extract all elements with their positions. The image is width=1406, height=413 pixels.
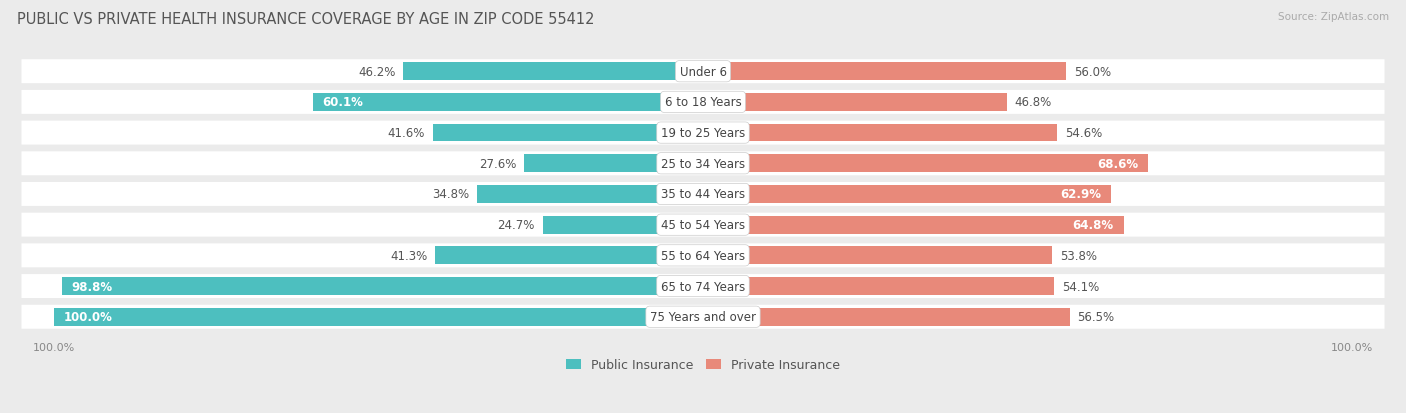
Text: 53.8%: 53.8% [1060, 249, 1097, 262]
Text: 54.1%: 54.1% [1062, 280, 1099, 293]
FancyBboxPatch shape [21, 183, 1385, 206]
Bar [703, 63, 1067, 81]
Text: 56.5%: 56.5% [1077, 311, 1115, 323]
Text: 54.6%: 54.6% [1066, 127, 1102, 140]
Bar [433, 124, 703, 142]
FancyBboxPatch shape [21, 60, 1385, 84]
FancyBboxPatch shape [21, 305, 1385, 329]
Bar [434, 247, 703, 265]
Bar [703, 94, 1007, 112]
Bar [53, 308, 703, 326]
Bar [62, 278, 703, 295]
Text: 24.7%: 24.7% [498, 218, 534, 232]
Text: 46.2%: 46.2% [359, 66, 395, 78]
FancyBboxPatch shape [21, 121, 1385, 145]
Text: 62.9%: 62.9% [1060, 188, 1101, 201]
Text: 100.0%: 100.0% [63, 311, 112, 323]
FancyBboxPatch shape [21, 91, 1385, 114]
Bar [404, 63, 703, 81]
Bar [524, 155, 703, 173]
Text: 35 to 44 Years: 35 to 44 Years [661, 188, 745, 201]
Text: 6 to 18 Years: 6 to 18 Years [665, 96, 741, 109]
Text: 27.6%: 27.6% [478, 157, 516, 171]
Text: 46.8%: 46.8% [1015, 96, 1052, 109]
Legend: Public Insurance, Private Insurance: Public Insurance, Private Insurance [561, 353, 845, 376]
FancyBboxPatch shape [21, 244, 1385, 268]
Bar [703, 247, 1052, 265]
Text: PUBLIC VS PRIVATE HEALTH INSURANCE COVERAGE BY AGE IN ZIP CODE 55412: PUBLIC VS PRIVATE HEALTH INSURANCE COVER… [17, 12, 595, 27]
Bar [543, 216, 703, 234]
FancyBboxPatch shape [21, 274, 1385, 298]
Text: 68.6%: 68.6% [1098, 157, 1139, 171]
FancyBboxPatch shape [21, 213, 1385, 237]
Bar [703, 124, 1057, 142]
Text: 56.0%: 56.0% [1074, 66, 1111, 78]
Text: 55 to 64 Years: 55 to 64 Years [661, 249, 745, 262]
Text: 25 to 34 Years: 25 to 34 Years [661, 157, 745, 171]
Text: 45 to 54 Years: 45 to 54 Years [661, 218, 745, 232]
Text: 65 to 74 Years: 65 to 74 Years [661, 280, 745, 293]
Bar [703, 155, 1149, 173]
Text: 64.8%: 64.8% [1073, 218, 1114, 232]
Text: 75 Years and over: 75 Years and over [650, 311, 756, 323]
Text: 41.6%: 41.6% [388, 127, 425, 140]
Text: 19 to 25 Years: 19 to 25 Years [661, 127, 745, 140]
Text: Source: ZipAtlas.com: Source: ZipAtlas.com [1278, 12, 1389, 22]
Bar [314, 94, 703, 112]
Bar [703, 185, 1111, 203]
Text: 41.3%: 41.3% [389, 249, 427, 262]
Bar [703, 308, 1070, 326]
Text: 60.1%: 60.1% [322, 96, 364, 109]
FancyBboxPatch shape [21, 152, 1385, 176]
Bar [703, 216, 1123, 234]
Text: Under 6: Under 6 [679, 66, 727, 78]
Text: 98.8%: 98.8% [72, 280, 112, 293]
Bar [477, 185, 703, 203]
Text: 34.8%: 34.8% [432, 188, 470, 201]
Bar [703, 278, 1054, 295]
